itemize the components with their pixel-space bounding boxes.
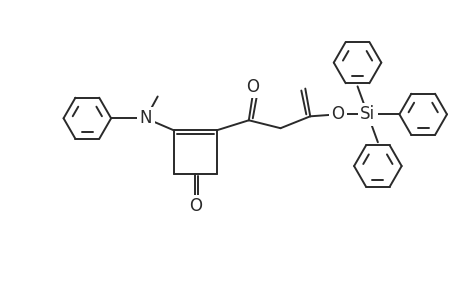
Text: N: N bbox=[139, 109, 152, 127]
Text: O: O bbox=[188, 197, 202, 215]
Text: O: O bbox=[331, 105, 344, 123]
Text: O: O bbox=[246, 78, 259, 96]
Text: Si: Si bbox=[359, 105, 375, 123]
